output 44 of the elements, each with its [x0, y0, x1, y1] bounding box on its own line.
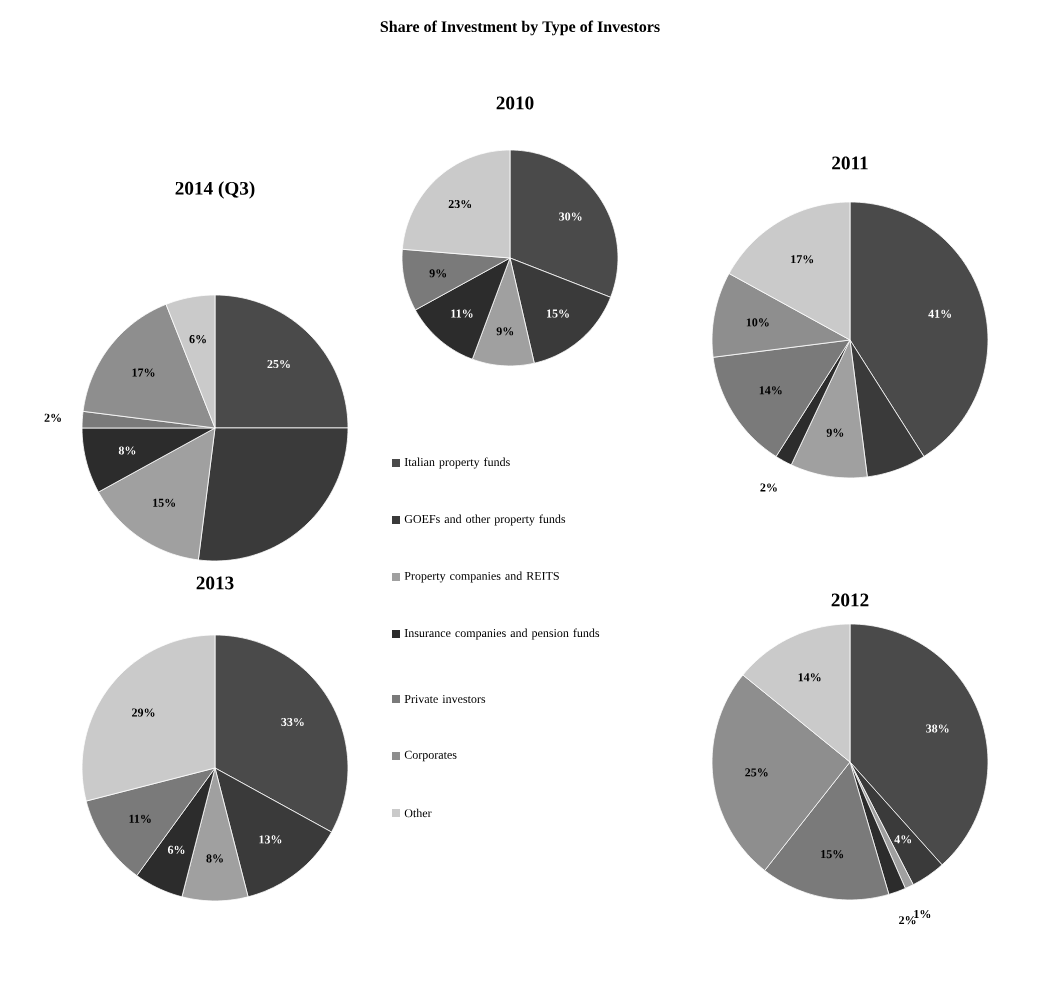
- data-label: 14%: [759, 386, 782, 395]
- data-label: 9%: [826, 428, 844, 437]
- legend-label: Italian property funds: [404, 457, 510, 469]
- data-label: 2%: [899, 916, 916, 925]
- data-label: 9%: [429, 269, 447, 278]
- chart-title: 2012: [831, 593, 869, 607]
- data-label: 2%: [760, 483, 777, 492]
- data-label: 25%: [745, 768, 768, 777]
- data-label: 23%: [448, 199, 472, 209]
- chart-title: 2014 (Q3): [175, 181, 255, 199]
- chart-subtitle: 2010: [496, 96, 534, 110]
- legend-label: Insurance companies and pension funds: [404, 628, 600, 640]
- data-label: 15%: [821, 850, 844, 859]
- data-label: 11%: [129, 814, 151, 823]
- data-label: 2%: [44, 413, 61, 422]
- chart-title: Share of Investment by Type of Investors: [380, 20, 660, 36]
- legend-label: GOEFs and other property funds: [404, 514, 566, 526]
- data-label: 38%: [926, 724, 949, 733]
- data-label: 29%: [132, 708, 155, 717]
- chart-title: 2011: [832, 156, 868, 170]
- data-label: 14%: [798, 673, 821, 682]
- data-label: 9%: [496, 327, 514, 336]
- chart-title: 2013: [196, 576, 234, 590]
- data-label: 15%: [546, 309, 569, 318]
- legend-label: Property companies and REITS: [404, 571, 559, 583]
- data-label: 8%: [206, 854, 223, 863]
- data-label: 13%: [259, 835, 282, 844]
- data-label: 30%: [559, 212, 582, 221]
- data-label: 8%: [118, 446, 136, 455]
- data-label: 6%: [189, 335, 206, 344]
- data-label: 15%: [153, 498, 176, 507]
- data-label: 10%: [746, 318, 769, 327]
- data-label: 41%: [928, 309, 951, 318]
- data-label: 17%: [791, 255, 814, 264]
- data-label: 33%: [281, 717, 304, 727]
- data-label: 4%: [894, 835, 912, 844]
- data-label: 25%: [267, 359, 290, 369]
- legend-label: Corporates: [404, 750, 457, 762]
- data-label: 6%: [167, 845, 185, 854]
- data-label: 11%: [451, 309, 473, 318]
- legend-label: Other: [404, 808, 432, 818]
- legend-label: Private investors: [404, 694, 486, 704]
- data-label: 1%: [914, 909, 931, 919]
- data-label: 17%: [132, 368, 155, 377]
